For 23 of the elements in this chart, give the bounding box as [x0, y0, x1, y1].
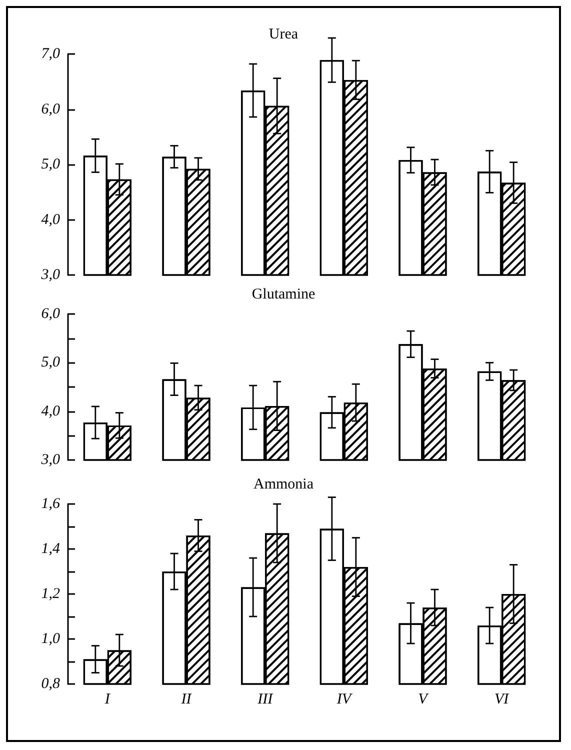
- x-tick-label: III: [256, 692, 274, 708]
- y-tick-label: 1,4: [41, 541, 60, 557]
- chart-title: Glutamine: [252, 286, 316, 302]
- y-tick-label: 3,0: [40, 267, 60, 283]
- y-tick-label: 6,0: [41, 101, 60, 118]
- chart-title: Ammonia: [254, 476, 314, 492]
- y-tick-label: 7,0: [41, 46, 60, 62]
- chart-title: Urea: [268, 26, 298, 42]
- y-tick-label: 1,2: [41, 586, 60, 602]
- y-tick-label: 5,0: [41, 354, 60, 371]
- y-tick-label: 6,0: [41, 306, 60, 322]
- x-tick-label: VI: [494, 692, 510, 708]
- y-tick-label: 0,8: [41, 676, 60, 692]
- y-tick-label: 3,0: [40, 452, 60, 468]
- y-tick-label: 4,0: [41, 403, 60, 420]
- y-tick-label: 5,0: [41, 156, 60, 172]
- y-tick-label: 1,6: [41, 496, 60, 512]
- y-tick-label: 1,0: [41, 631, 60, 647]
- x-tick-label: II: [180, 692, 192, 708]
- x-tick-label: V: [418, 692, 430, 708]
- y-tick-label: 4,0: [41, 212, 60, 228]
- x-tick-label: IV: [336, 692, 353, 708]
- x-tick-label: I: [104, 692, 111, 708]
